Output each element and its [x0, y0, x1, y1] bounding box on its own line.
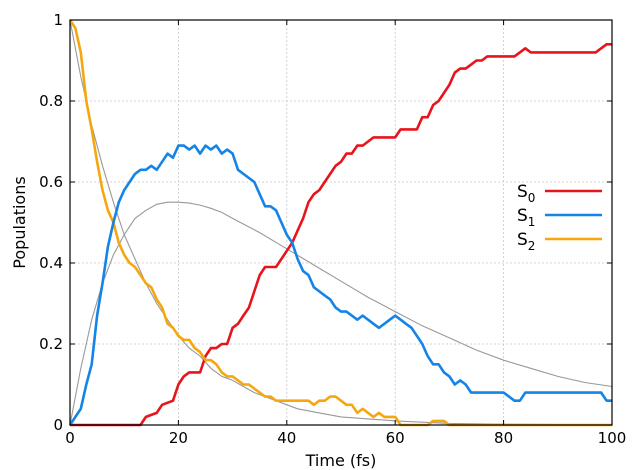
plot-frame — [69, 19, 613, 426]
legend-label-s2: S2 — [517, 230, 535, 253]
y-tick-label: 0.2 — [39, 335, 63, 353]
x-tick-label: 80 — [494, 429, 513, 447]
x-tick-label: 100 — [598, 429, 627, 447]
legend-label-s0: S0 — [517, 182, 535, 205]
legend-label-s1: S1 — [517, 206, 535, 229]
axis-ticks: 0 20 40 60 80 100 0 0.2 0.4 0.6 0.8 1 — [39, 11, 626, 447]
y-axis-label: Populations — [10, 176, 29, 268]
series-line-s2 — [68, 19, 612, 427]
series-line-s1 — [68, 144, 612, 426]
x-tick-label: 0 — [65, 429, 75, 447]
y-tick-label: 1 — [53, 11, 63, 29]
y-tick-label: 0.6 — [39, 173, 63, 191]
series-lines — [68, 19, 612, 427]
fit-curve — [69, 201, 613, 426]
series-line-s0 — [70, 43, 612, 427]
y-tick-label: 0 — [53, 416, 63, 434]
x-tick-label: 20 — [169, 429, 188, 447]
x-tick-label: 60 — [386, 429, 405, 447]
x-axis-label: Time (fs) — [305, 451, 377, 470]
y-tick-label: 0.4 — [39, 254, 63, 272]
y-tick-label: 0.8 — [39, 92, 63, 110]
x-tick-label: 40 — [277, 429, 296, 447]
